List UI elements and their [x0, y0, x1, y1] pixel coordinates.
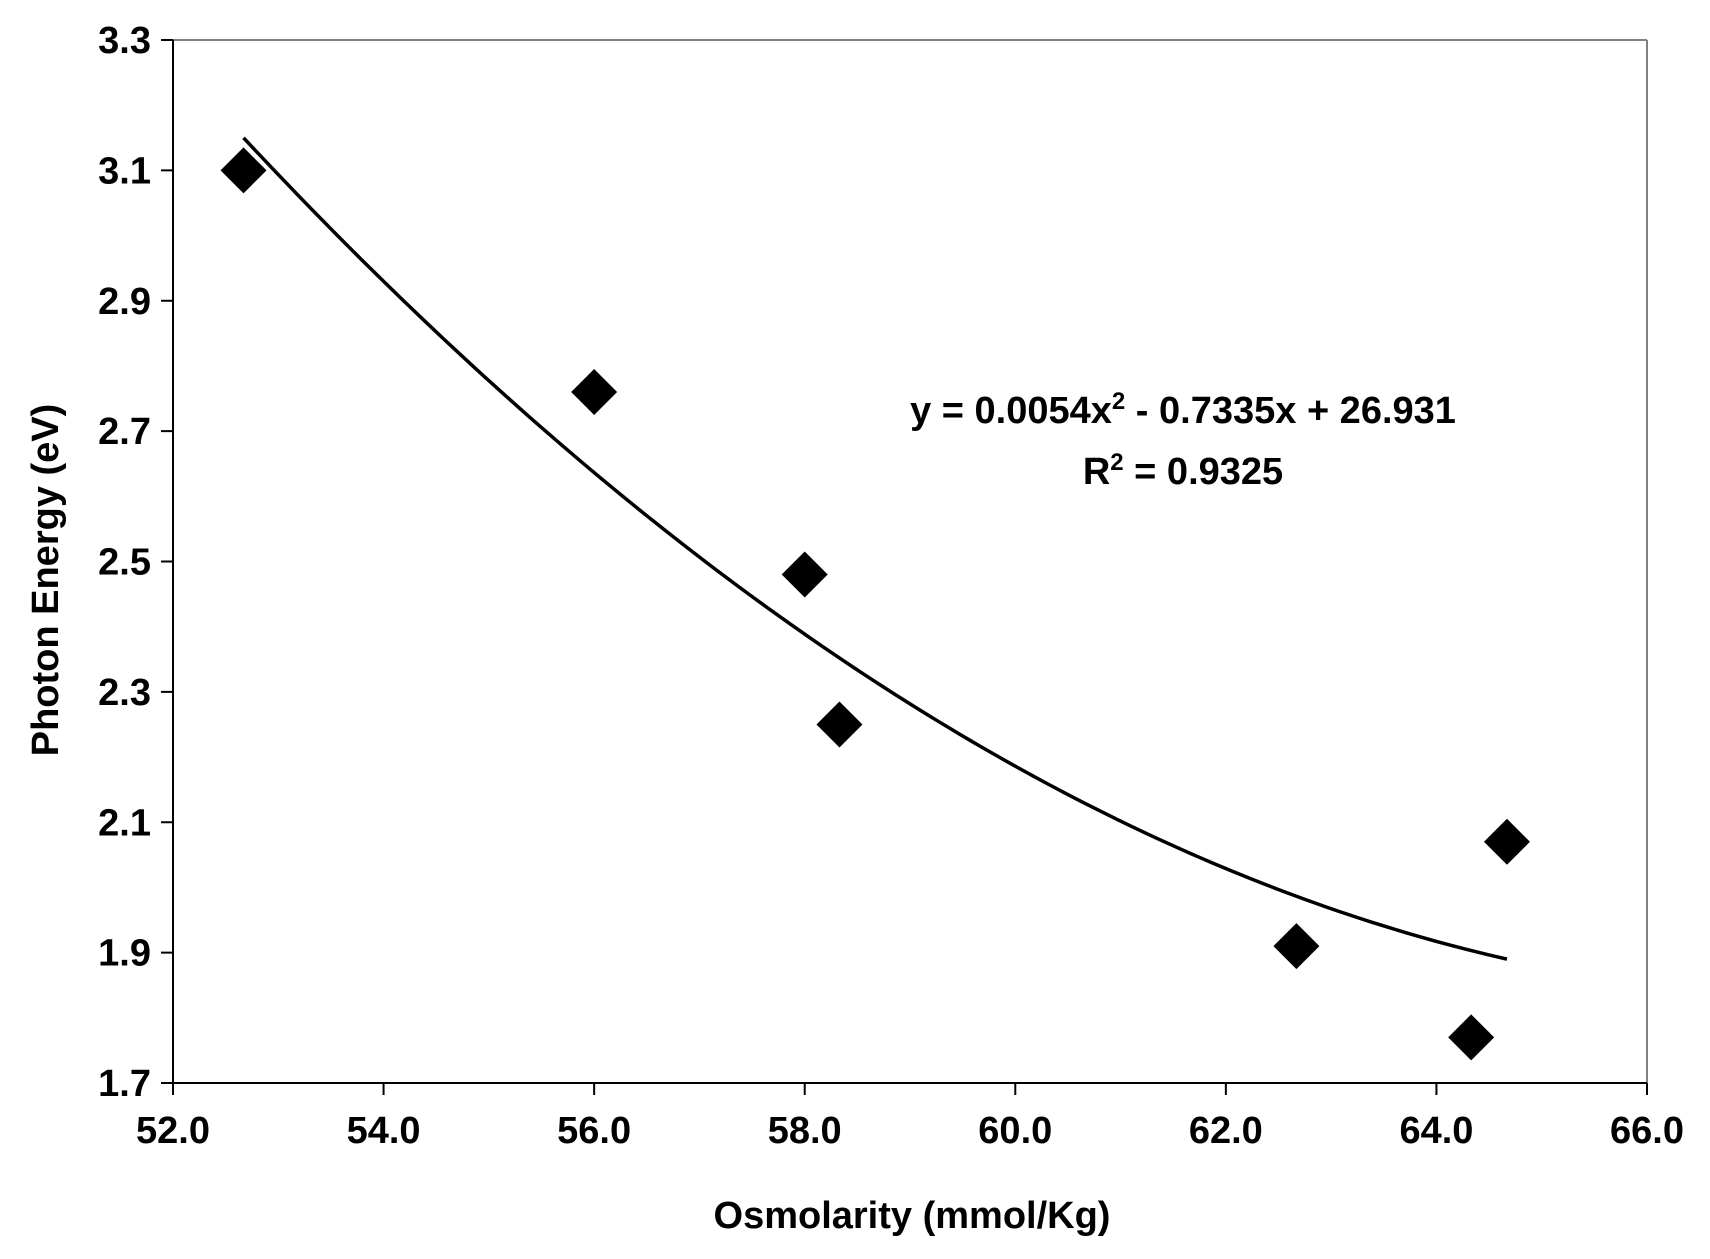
y-tick-label: 3.3 — [98, 20, 151, 62]
x-axis-title: Osmolarity (mmol/Kg) — [714, 1195, 1111, 1237]
data-point — [1483, 818, 1530, 865]
x-axis: 52.0 54.0 56.0 58.0 60.0 62.0 64.0 66.0 — [136, 1082, 1684, 1152]
y-axis: 1.7 1.9 2.1 2.3 2.5 2.7 2.9 3.1 3.3 — [98, 20, 174, 1105]
y-tick-label: 2.7 — [98, 411, 151, 453]
data-point — [220, 147, 267, 194]
equation-exponent: 2 — [1112, 388, 1125, 415]
x-tick-label: 56.0 — [557, 1110, 631, 1152]
y-tick-label: 2.3 — [98, 672, 151, 714]
y-tick-label: 3.1 — [98, 150, 151, 192]
y-tick-label: 2.1 — [98, 802, 151, 844]
data-point — [1273, 923, 1320, 970]
data-point — [571, 369, 618, 416]
x-tick-label: 64.0 — [1399, 1110, 1473, 1152]
plot-frame — [173, 39, 1648, 1083]
x-tick-label: 60.0 — [978, 1110, 1052, 1152]
r2-exponent: 2 — [1110, 449, 1123, 476]
x-tick-label: 52.0 — [136, 1110, 210, 1152]
x-tick-label: 54.0 — [347, 1110, 421, 1152]
equation-suffix: - 0.7335x + 26.931 — [1125, 390, 1456, 432]
r-squared: R2 = 0.9325 — [1083, 449, 1283, 493]
data-point — [1448, 1014, 1495, 1061]
y-axis-title: Photon Energy (eV) — [25, 404, 67, 757]
x-tick-label: 58.0 — [768, 1110, 842, 1152]
r2-suffix: = 0.9325 — [1124, 451, 1284, 493]
equation-prefix: y = 0.0054x — [910, 390, 1112, 432]
trendline-curve — [242, 136, 1508, 961]
x-tick-label: 62.0 — [1189, 1110, 1263, 1152]
y-tick-label: 2.5 — [98, 542, 151, 584]
y-tick-label: 1.9 — [98, 933, 151, 975]
data-point — [781, 551, 828, 598]
trendline-equation: y = 0.0054x2 - 0.7335x + 26.931 — [910, 388, 1456, 432]
x-tick-label: 66.0 — [1610, 1110, 1684, 1152]
points-layer — [220, 147, 1530, 1061]
r2-prefix: R — [1083, 451, 1110, 493]
trendline-layer — [242, 136, 1508, 961]
y-tick-label: 2.9 — [98, 281, 151, 323]
data-point — [816, 701, 863, 748]
y-tick-label: 1.7 — [98, 1063, 151, 1105]
